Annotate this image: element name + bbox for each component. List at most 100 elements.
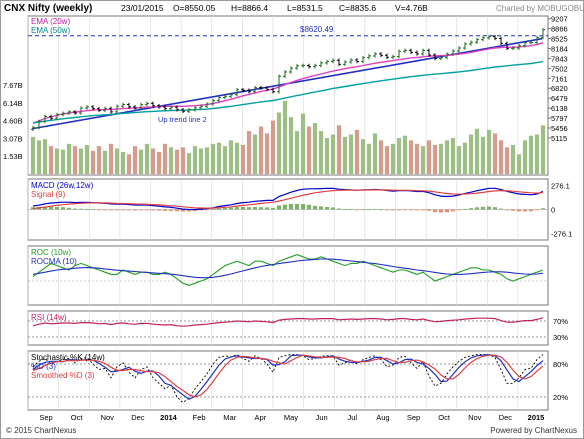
macd-histogram-bar [516,209,522,212]
macd-histogram-bar [42,206,48,210]
volume-bar [282,100,288,174]
volume-bar [162,143,168,174]
header-high: H=8866.4 [231,3,268,13]
header-volume: V=4.76B [395,3,428,13]
volume-bar [54,148,60,174]
price-y-tick-label: 5115 [551,134,567,143]
macd-histogram-bar [534,209,540,211]
macd-histogram-bar [186,209,192,212]
price-y-tick-label: 5797 [551,114,568,123]
volume-bar [384,146,390,174]
x-tick-label: Nov [101,413,115,422]
macd-histogram-bar [426,209,432,211]
volume-bar [198,148,204,174]
volume-bar [504,147,510,174]
volume-bar [420,146,426,174]
stoch-line-1 [32,353,544,400]
macd-histogram-bar [78,208,84,210]
macd-histogram-bar [336,208,342,210]
volume-bar [414,143,420,174]
macd-line-1 [32,189,544,210]
panel-frame-price [27,15,549,176]
volume-bar [96,146,102,174]
volume-bar [66,143,72,174]
x-tick-label: Sep [39,413,52,422]
macd-histogram-bar [504,209,510,211]
macd-histogram-bar [432,209,438,213]
volume-bar [210,143,216,174]
macd-histogram-bar [450,209,456,212]
volume-bar [42,139,48,174]
volume-bar [108,143,114,174]
macd-histogram-bar [216,208,222,210]
price-y-tick-label: 5456 [551,124,568,133]
volume-bar [90,150,96,174]
macd-y-tick-label: 0 [551,206,555,215]
macd-histogram-bar [342,209,348,210]
panel-frame-stoch [27,350,549,411]
volume-bar [234,142,240,174]
volume-bar [48,146,54,174]
volume-bar [288,117,294,174]
volume-bar [132,146,138,174]
x-tick-label: May [284,413,298,422]
macd-histogram-bar [480,206,486,210]
volume-bar [522,140,528,174]
volume-bar [252,134,258,174]
x-tick-label: Sep [407,413,420,422]
volume-bar [528,135,534,174]
header-open: O=8550.05 [173,3,216,13]
macd-histogram-bar [330,207,336,210]
volume-bar [342,136,348,174]
macd-y-tick-label: 276.1 [551,182,570,191]
footer-copyright: © 2015 ChartNexus [6,426,76,435]
macd-histogram-bar [414,209,420,211]
volume-bar [228,140,234,174]
macd-histogram-bar [174,209,180,212]
volume-bar [450,138,456,174]
price-y-tick-label: 7161 [551,74,568,83]
macd-histogram-bar [126,209,132,211]
x-tick-label: Nov [468,413,482,422]
macd-histogram-bar [444,209,450,213]
volume-bar [150,148,156,174]
legend-stoch-smoothed: Smoothed %D (3) [31,371,95,380]
stoch-y-tick-label: 20% [553,393,568,402]
legend-ema50: EMA (50w) [31,26,70,35]
legend-macd: MACD (26w,12w) [31,181,94,190]
x-tick-label: Oct [438,413,451,422]
x-tick-label: Aug [376,413,389,422]
macd-histogram-bar [486,206,492,210]
macd-histogram-bar [378,209,384,211]
volume-bar [258,126,264,174]
macd-histogram-bar [468,208,474,210]
legend-rsi: RSI (14w) [31,313,67,322]
volume-bar [510,144,516,174]
price-y-tick-label: 8525 [551,35,568,44]
macd-histogram-bar [180,209,186,212]
price-y-tick-label: 8184 [551,45,568,54]
macd-histogram-bar [276,205,282,210]
macd-histogram-bar [264,207,270,210]
price-y-tick-label: 6138 [551,104,568,113]
volume-bar [516,154,522,174]
volume-bar [270,120,276,174]
x-tick-label: Feb [193,413,206,422]
volume-bar [276,112,282,174]
volume-bar [378,140,384,174]
macd-histogram-bar [372,209,378,210]
volume-y-tick-label: 7.67B [3,81,23,90]
macd-histogram-bar [366,209,372,211]
macd-histogram-bar [90,209,96,211]
volume-bar [354,129,360,174]
panel-frames [27,15,549,411]
x-tick-label: Apr [255,413,267,422]
macd-histogram-bar [354,209,360,211]
volume-bar [240,144,246,174]
volume-bar [144,143,150,174]
x-tick-label: Oct [71,413,84,422]
macd-histogram-bar [192,209,198,212]
volume-bar [60,149,66,174]
volume-bar [318,131,324,174]
macd-histogram-bar [252,207,258,210]
